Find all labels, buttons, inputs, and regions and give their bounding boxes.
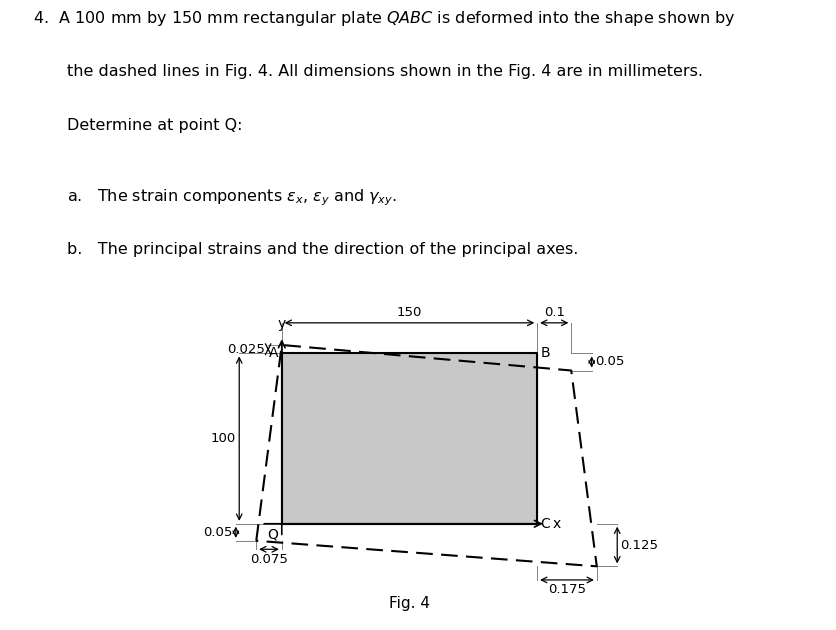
Text: x: x — [553, 517, 561, 530]
Text: Q: Q — [268, 527, 278, 541]
Text: 0.025: 0.025 — [227, 343, 265, 356]
Text: 150: 150 — [397, 306, 422, 319]
Text: Fig. 4: Fig. 4 — [389, 595, 430, 610]
Text: 0.075: 0.075 — [250, 553, 288, 566]
Text: b.   The principal strains and the direction of the principal axes.: b. The principal strains and the directi… — [67, 242, 579, 257]
Text: 0.05: 0.05 — [595, 355, 624, 369]
Text: y: y — [278, 318, 286, 331]
Text: the dashed lines in Fig. 4. All dimensions shown in the Fig. 4 are in millimeter: the dashed lines in Fig. 4. All dimensio… — [67, 64, 703, 79]
Text: 0.05: 0.05 — [203, 526, 232, 539]
Text: 0.125: 0.125 — [620, 539, 659, 551]
Text: 0.1: 0.1 — [543, 306, 564, 319]
Polygon shape — [282, 353, 538, 524]
Text: 100: 100 — [211, 432, 236, 445]
Text: Determine at point Q:: Determine at point Q: — [67, 118, 242, 133]
Text: B: B — [541, 346, 550, 360]
Text: 0.175: 0.175 — [548, 583, 586, 597]
Text: A: A — [269, 346, 278, 360]
Text: 4.  A 100 mm by 150 mm rectangular plate $\mathit{QABC}$ is deformed into the sh: 4. A 100 mm by 150 mm rectangular plate … — [33, 9, 737, 28]
Text: C: C — [541, 517, 550, 530]
Text: a.   The strain components $\varepsilon_x$, $\varepsilon_y$ and $\gamma_{xy}$.: a. The strain components $\varepsilon_x$… — [67, 188, 397, 208]
